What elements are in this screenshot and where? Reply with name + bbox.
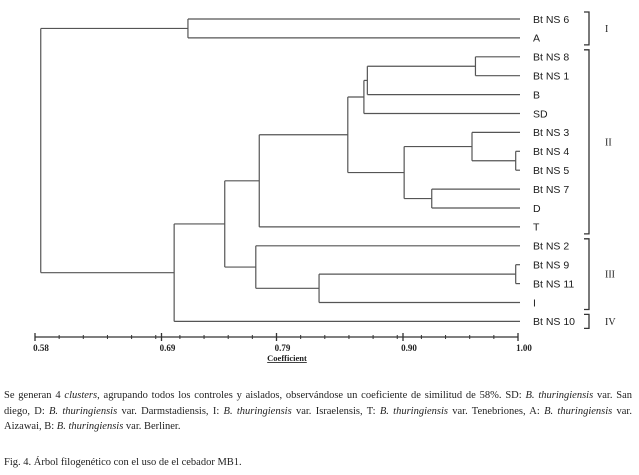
leaf-label-ns4: Bt NS 4 bbox=[533, 146, 569, 158]
leaf-label-b: B bbox=[533, 89, 540, 101]
coefficient-axis: 0.58 0.69 0.79 0.90 1.00 Coefficient bbox=[33, 333, 532, 363]
caption-segment: var. Darmstadiensis, I: bbox=[117, 405, 224, 417]
axis-tick-label-2: 0.79 bbox=[275, 343, 291, 353]
axis-tick-label-0: 0.58 bbox=[33, 343, 49, 353]
leaf-label-ns5: Bt NS 5 bbox=[533, 165, 569, 177]
leaf-label-ns2: Bt NS 2 bbox=[533, 241, 569, 253]
cluster-bracket-1 bbox=[584, 11, 590, 46]
leaf-label-ns7: Bt NS 7 bbox=[533, 184, 569, 196]
leaf-label-t: T bbox=[533, 222, 540, 234]
figure-title: Fig. 4. Árbol filogenético con el uso de… bbox=[4, 457, 242, 468]
leaf-label-sd: SD bbox=[533, 108, 548, 120]
leaf-label-i: I bbox=[533, 297, 536, 309]
cluster-label-2: II bbox=[605, 137, 612, 148]
caption-segment: B. thuringiensis bbox=[525, 390, 594, 401]
cluster-label-1: I bbox=[605, 24, 608, 35]
axis-tick-label-1: 0.69 bbox=[160, 343, 176, 353]
axis-tick-label-4: 1.00 bbox=[516, 343, 532, 353]
caption-segment: var. Aizawai, B: bbox=[4, 405, 632, 433]
caption-segment: B. thuringiensis bbox=[56, 421, 124, 432]
caption-segment: B. thuringiensis bbox=[544, 405, 613, 417]
dendrogram: Bt NS 6 A Bt NS 8 Bt NS 1 B SD Bt NS 3 Bt NS 4 B… bbox=[33, 11, 616, 363]
cluster-bracket-3 bbox=[584, 238, 590, 311]
leaf-label-a: A bbox=[533, 33, 540, 45]
caption-segment: var. Berliner. bbox=[123, 421, 181, 432]
leaf-label-ns8: Bt NS 8 bbox=[533, 52, 569, 64]
leaf-label-ns3: Bt NS 3 bbox=[533, 127, 569, 139]
leaf-label-ns9: Bt NS 9 bbox=[533, 260, 569, 272]
caption-segment: B. thuringiensis bbox=[223, 405, 292, 417]
caption-segment: B. thuringiensis bbox=[49, 405, 118, 417]
cluster-label-3: III bbox=[605, 270, 615, 281]
caption-segment: var. Israelensis, T: bbox=[291, 405, 380, 417]
caption-segment: clusters bbox=[64, 390, 98, 401]
caption-segment: Se generan 4 bbox=[4, 390, 65, 401]
dendrogram-branches bbox=[40, 18, 520, 322]
caption-segment: B. thuringiensis bbox=[379, 405, 448, 417]
leaf-label-ns1: Bt NS 1 bbox=[533, 71, 569, 83]
leaf-label-ns6: Bt NS 6 bbox=[533, 14, 569, 26]
leaf-labels: Bt NS 6 A Bt NS 8 Bt NS 1 B SD Bt NS 3 Bt NS 4 B… bbox=[533, 14, 575, 328]
leaf-label-d: D bbox=[533, 203, 541, 215]
cluster-label-4: IV bbox=[605, 317, 616, 328]
axis-title: Coefficient bbox=[267, 353, 307, 363]
figure-caption: Se generan 4 clusters, agrupando todos l… bbox=[4, 388, 632, 435]
leaf-label-ns10: Bt NS 10 bbox=[533, 316, 575, 328]
caption-segment: , agrupando todos los controles y aislad… bbox=[97, 390, 526, 401]
cluster-bracket-2 bbox=[584, 49, 590, 235]
axis-tick-label-3: 0.90 bbox=[401, 343, 417, 353]
caption-segment: var. San diego, D: bbox=[4, 390, 633, 417]
leaf-label-ns11: Bt NS 11 bbox=[533, 278, 574, 290]
cluster-bracket-4 bbox=[584, 313, 590, 330]
caption-segment: var. Tenebriones, A: bbox=[447, 405, 545, 417]
